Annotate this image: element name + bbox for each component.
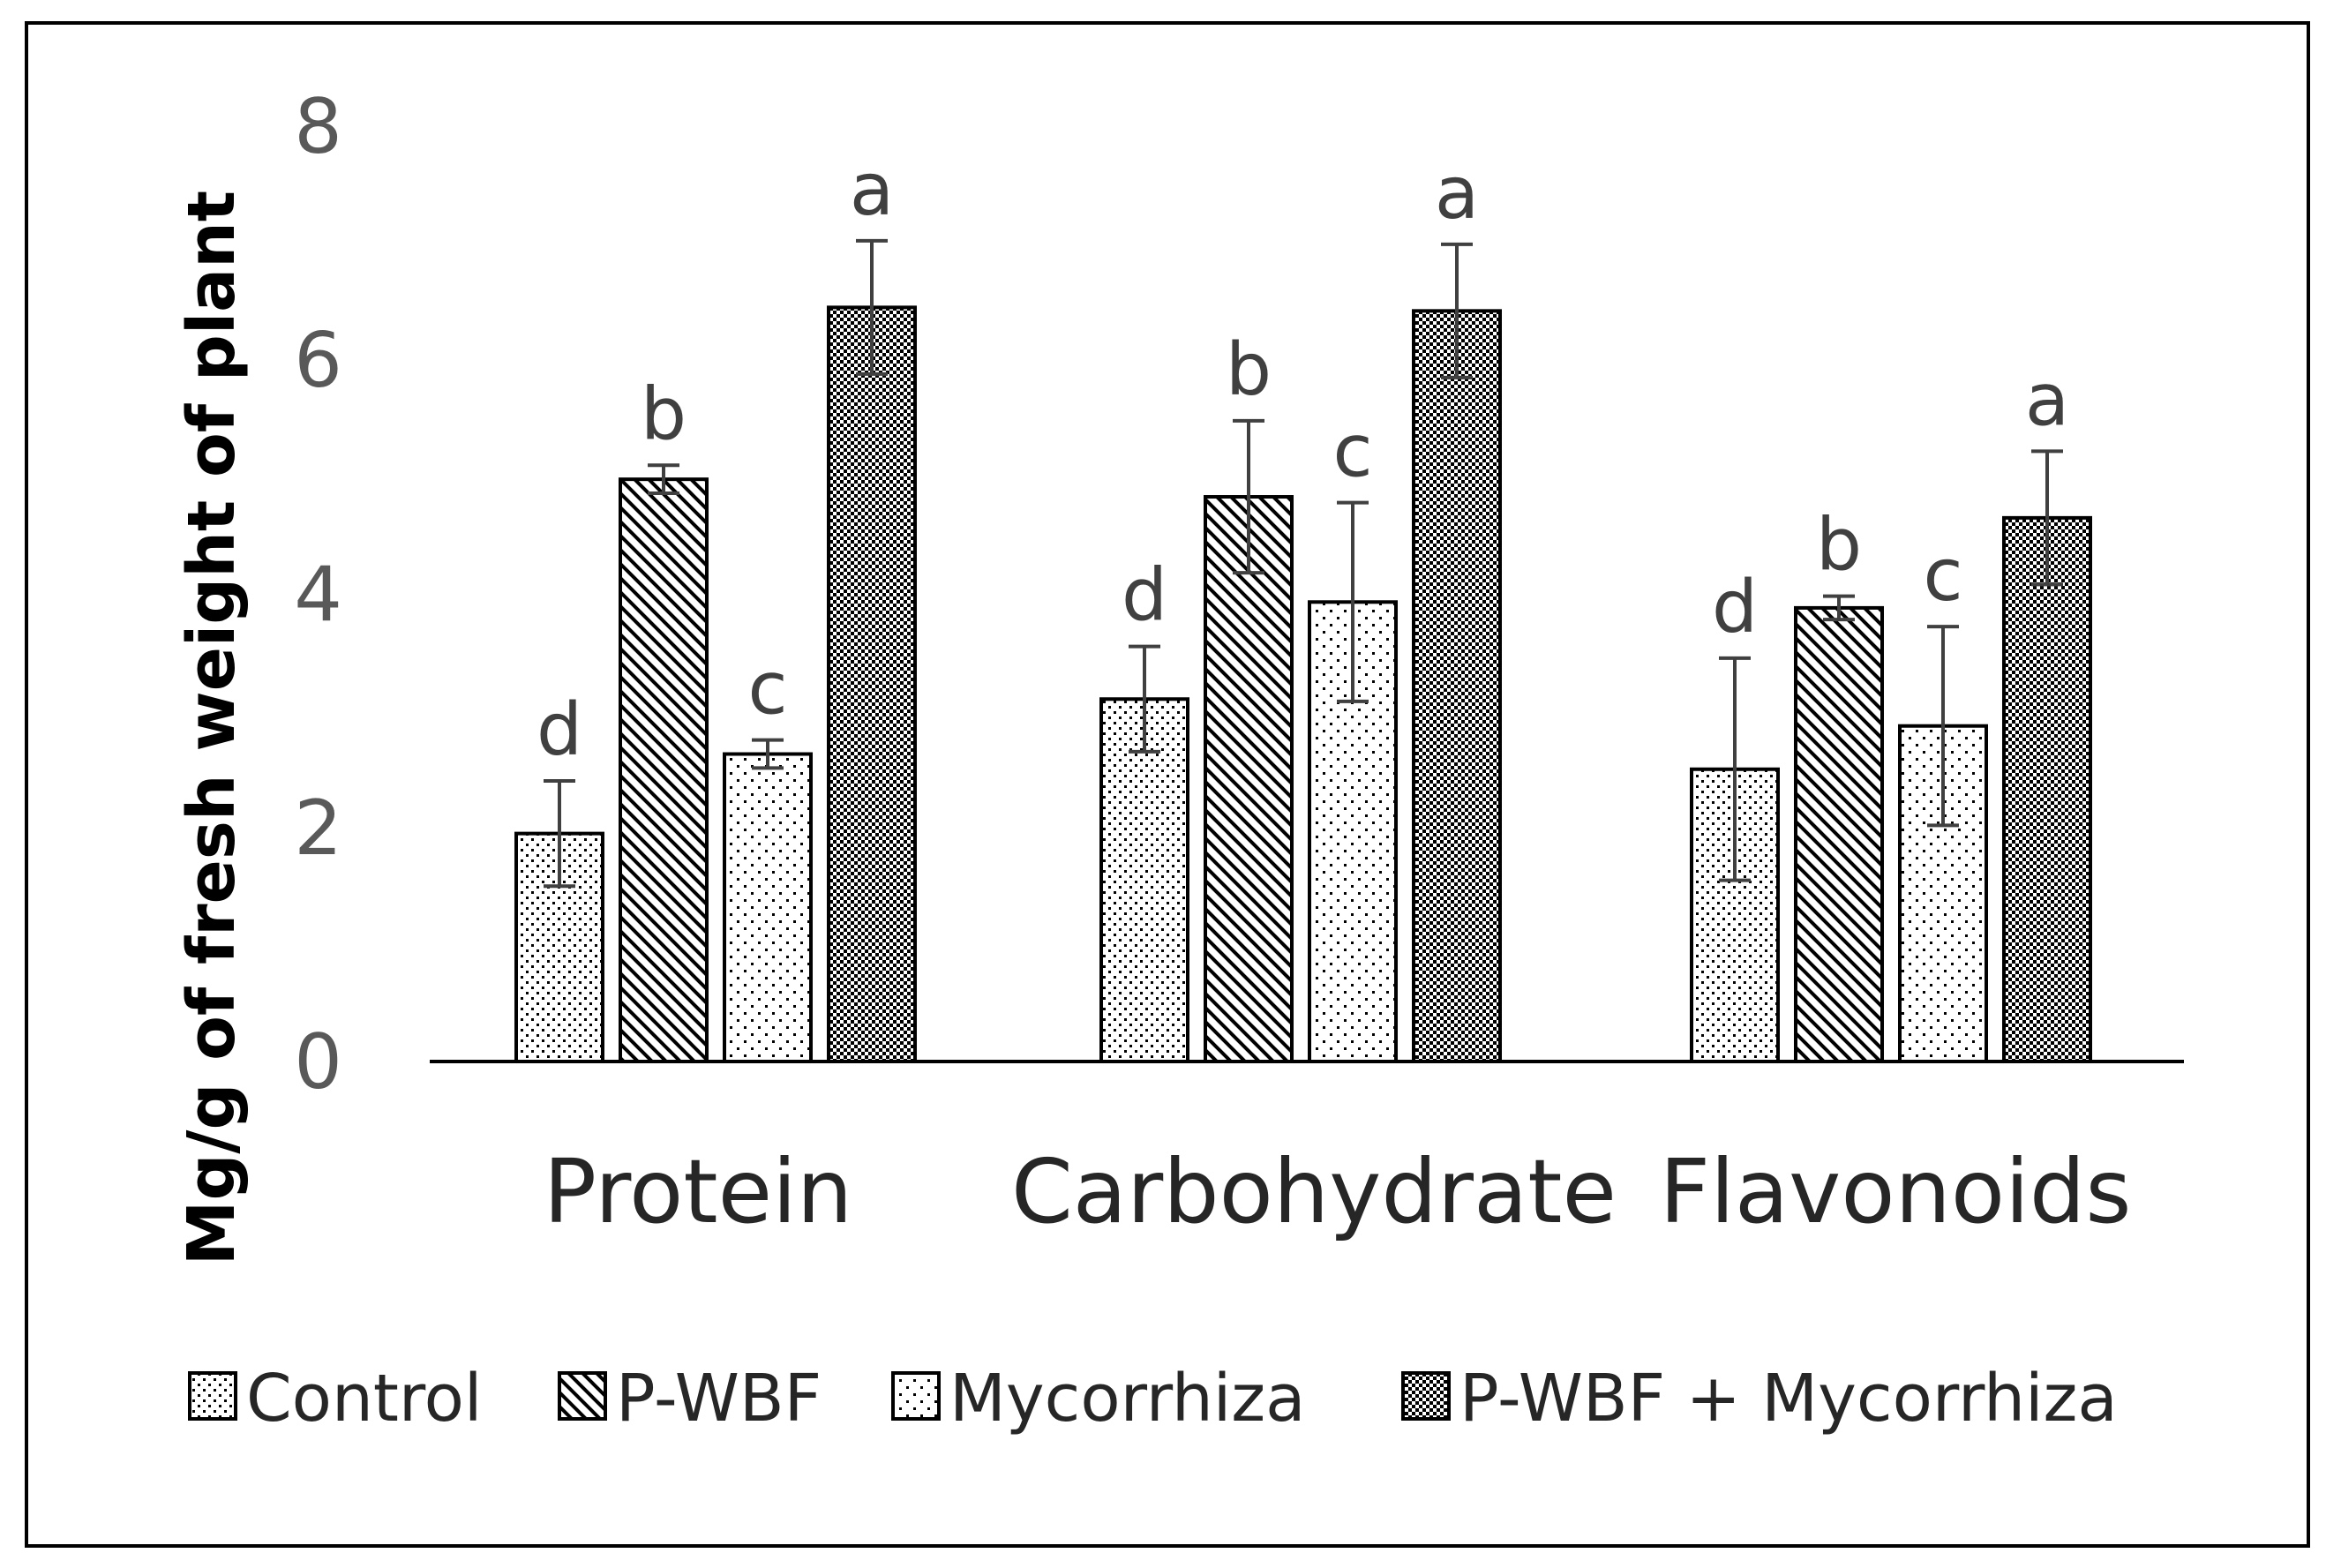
legend-label: Mycorrhiza xyxy=(949,1361,1306,1437)
y-tick-label: 8 xyxy=(294,83,342,171)
y-axis-label: Mg/g of fresh weight of plant xyxy=(174,191,250,1265)
significance-letter: a xyxy=(2025,358,2069,442)
y-tick-label: 6 xyxy=(294,317,342,405)
bar-p-wbf-protein xyxy=(619,477,709,1063)
significance-letter: b xyxy=(1816,504,1862,588)
bar-p-wbf-mycorrhiza-protein xyxy=(827,305,917,1063)
error-bars xyxy=(544,238,2063,889)
legend-label: P-WBF xyxy=(616,1361,822,1437)
y-axis-ticks: 0 2 4 6 8 xyxy=(294,83,342,1107)
legend: Control P-WBF Mycorrhiza P-WBF + Mycorrhiza xyxy=(188,1361,2118,1437)
bar-series xyxy=(514,305,2092,1064)
y-tick-label: 4 xyxy=(294,551,342,639)
significance-letter: d xyxy=(1712,566,1758,649)
significance-letter: d xyxy=(536,688,582,772)
bar-p-wbf-flavonoids xyxy=(1794,605,1884,1063)
significance-letter: a xyxy=(850,148,894,232)
significance-letter: b xyxy=(1226,328,1272,412)
legend-label: P-WBF + Mycorrhiza xyxy=(1459,1361,2118,1437)
category-label-protein: Protein xyxy=(544,1140,853,1243)
significance-letter: b xyxy=(641,372,687,456)
significance-letter: c xyxy=(747,648,787,731)
category-labels: Protein Carbohydrate Flavonoids xyxy=(544,1140,2132,1243)
legend-swatch xyxy=(188,1371,237,1421)
bar-mycorrhiza-flavonoids xyxy=(1898,724,1988,1063)
significance-letter: c xyxy=(1332,410,1372,494)
bar-p-wbf-mycorrhiza-flavonoids xyxy=(2002,515,2092,1063)
category-label-flavonoids: Flavonoids xyxy=(1660,1140,2132,1243)
legend-swatch xyxy=(558,1371,607,1421)
y-tick-label: 0 xyxy=(294,1018,342,1107)
significance-letter: c xyxy=(1923,534,1962,618)
legend-label: Control xyxy=(246,1361,483,1437)
bar-mycorrhiza-protein xyxy=(723,752,813,1064)
bar-control-carbohydrate xyxy=(1099,697,1189,1063)
category-label-carbohydrate: Carbohydrate xyxy=(1011,1140,1617,1243)
legend-swatch xyxy=(891,1371,941,1421)
significance-letter: d xyxy=(1122,554,1167,638)
y-tick-label: 2 xyxy=(294,784,342,873)
significance-letter: a xyxy=(1435,152,1479,236)
bar-p-wbf-mycorrhiza-carbohydrate xyxy=(1412,309,1502,1064)
legend-swatch xyxy=(1401,1371,1451,1421)
bar-p-wbf-carbohydrate xyxy=(1204,495,1294,1063)
